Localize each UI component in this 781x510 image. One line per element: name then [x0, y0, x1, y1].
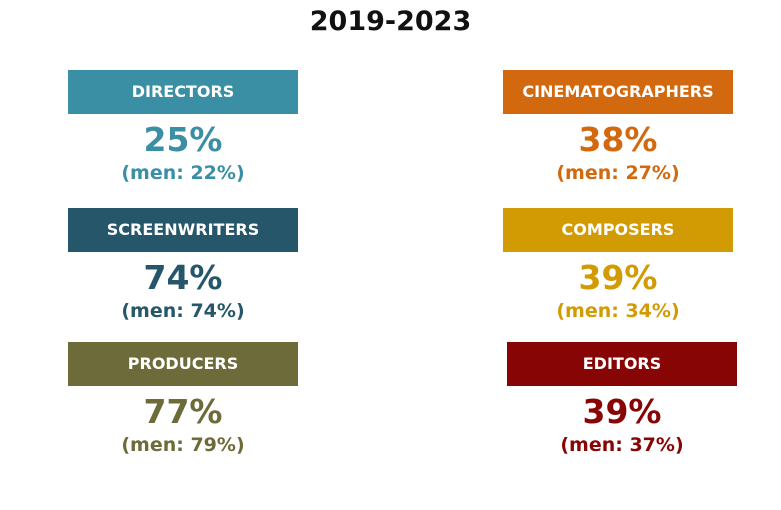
men-value-label: (men: 74%)	[121, 300, 245, 322]
men-value-label: (men: 22%)	[121, 162, 245, 184]
stat-card-editors: EDITORS 39% (men: 37%)	[507, 342, 737, 457]
men-value-label: (men: 34%)	[556, 300, 680, 322]
stat-card-screenwriters: SCREENWRITERS 74% (men: 74%)	[68, 208, 298, 323]
men-value-label: (men: 37%)	[560, 434, 684, 456]
value-label: 39%	[582, 392, 662, 431]
stat-card-cinematographers: CINEMATOGRAPHERS 38% (men: 27%)	[503, 70, 733, 185]
value-label: 25%	[143, 120, 223, 159]
chart-title: 2019-2023	[309, 6, 472, 37]
category-label: CINEMATOGRAPHERS	[503, 70, 733, 114]
stat-card-producers: PRODUCERS 77% (men: 79%)	[68, 342, 298, 457]
category-label: EDITORS	[507, 342, 737, 386]
category-label: PRODUCERS	[68, 342, 298, 386]
men-value-label: (men: 27%)	[556, 162, 680, 184]
category-label: DIRECTORS	[68, 70, 298, 114]
value-label: 38%	[578, 120, 658, 159]
stat-card-composers: COMPOSERS 39% (men: 34%)	[503, 208, 733, 323]
men-value-label: (men: 79%)	[121, 434, 245, 456]
value-label: 74%	[143, 258, 223, 297]
category-label: COMPOSERS	[503, 208, 733, 252]
value-label: 39%	[578, 258, 658, 297]
category-label: SCREENWRITERS	[68, 208, 298, 252]
stat-card-directors: DIRECTORS 25% (men: 22%)	[68, 70, 298, 185]
value-label: 77%	[143, 392, 223, 431]
